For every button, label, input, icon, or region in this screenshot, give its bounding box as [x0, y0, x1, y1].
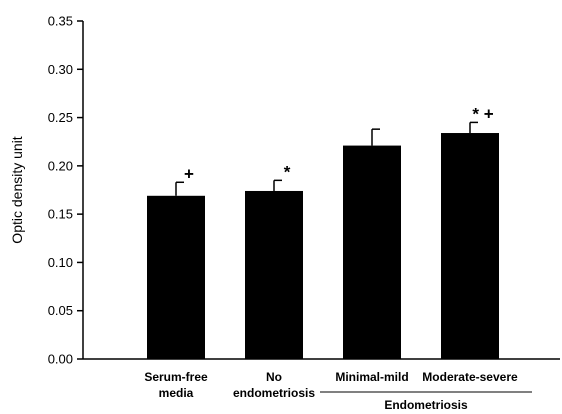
y-tick-label: 0.35 [48, 14, 73, 29]
y-tick-label: 0.20 [48, 158, 73, 173]
significance-marker: + [184, 164, 194, 183]
category-label: endometriosis [233, 386, 315, 400]
category-label: media [159, 386, 194, 400]
bar [343, 145, 401, 359]
category-label: Moderate-severe [422, 370, 518, 384]
y-tick-label: 0.15 [48, 207, 73, 222]
y-tick-label: 0.05 [48, 303, 73, 318]
bars [147, 121, 499, 359]
labels: Optic density unit + Serum-free media * No end… [9, 104, 532, 412]
category-label: No [266, 370, 282, 384]
category-label: Serum-free [144, 370, 208, 384]
y-tick-label: 0.30 [48, 62, 73, 77]
category-label: Minimal-mild [335, 370, 408, 384]
y-tick-label: 0.10 [48, 255, 73, 270]
significance-marker: * + [472, 104, 493, 123]
y-tick-label: 0.00 [48, 352, 73, 367]
bar [441, 133, 499, 359]
y-tick-label: 0.25 [48, 110, 73, 125]
significance-marker: * [284, 162, 291, 181]
y-axis-label: Optic density unit [9, 136, 25, 243]
bar [147, 195, 205, 359]
bar [245, 190, 303, 359]
group-label: Endometriosis [384, 398, 468, 412]
